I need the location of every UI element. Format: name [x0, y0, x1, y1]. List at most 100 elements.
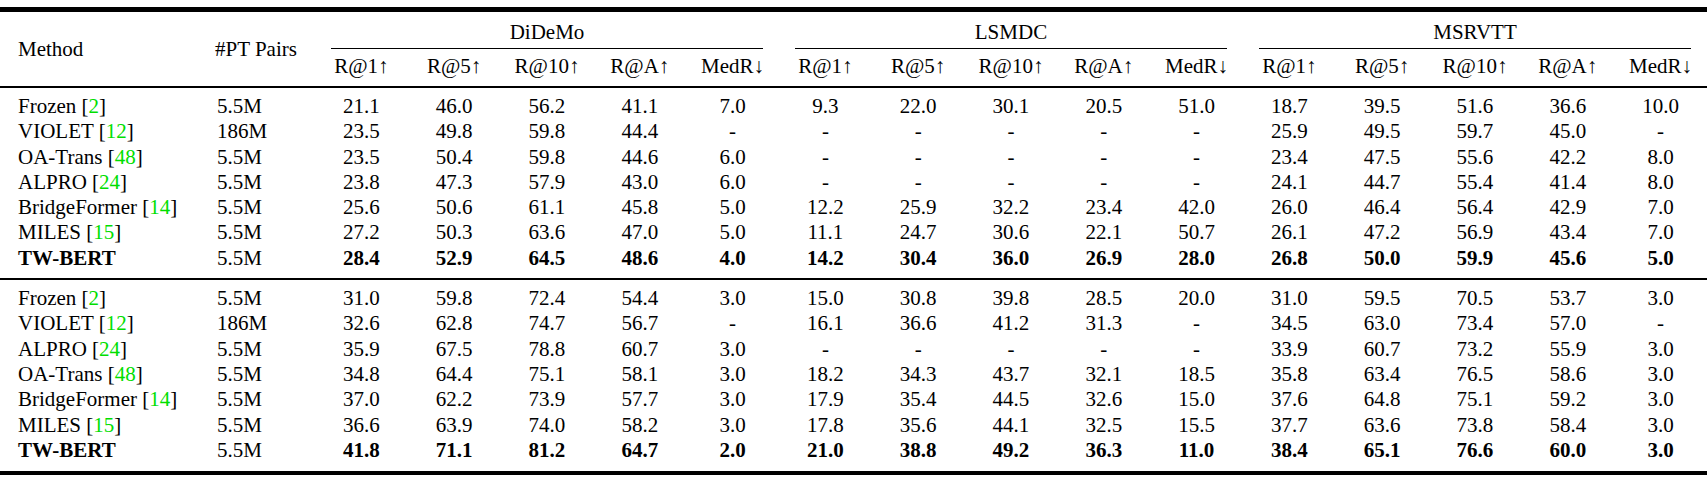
value-cell: 64.7: [593, 438, 686, 473]
value-cell: 26.0: [1243, 195, 1336, 220]
value-cell: 3.0: [1614, 413, 1707, 438]
citation-link[interactable]: [15]: [81, 413, 121, 437]
value-cell: 78.8: [501, 337, 594, 362]
group-header-lsmdc: LSMDC: [779, 10, 1243, 50]
group-header-rule: DiDeMo: [331, 20, 763, 49]
value-cell: 34.3: [872, 362, 965, 387]
citation-link[interactable]: [2]: [76, 286, 106, 310]
value-cell: 56.2: [501, 87, 594, 119]
citation-link[interactable]: [48]: [102, 145, 142, 169]
value-cell: 32.6: [315, 311, 408, 336]
value-cell: 45.8: [593, 195, 686, 220]
metric-header-medr: MedR↓: [1614, 49, 1707, 87]
value-cell: 59.8: [501, 145, 594, 170]
citation-link[interactable]: [14]: [137, 387, 177, 411]
value-cell: 31.0: [315, 279, 408, 311]
value-cell: 57.0: [1521, 311, 1614, 336]
value-cell: -: [1057, 119, 1150, 144]
value-cell: 30.1: [965, 87, 1058, 119]
value-cell: -: [965, 145, 1058, 170]
citation-number: 48: [115, 362, 136, 386]
value-cell: 21.1: [315, 87, 408, 119]
citation-number: 24: [99, 337, 120, 361]
value-cell: 60.0: [1521, 438, 1614, 473]
value-cell: 54.4: [593, 279, 686, 311]
value-cell: 25.9: [1243, 119, 1336, 144]
value-cell: 81.2: [501, 438, 594, 473]
value-cell: 59.2: [1521, 387, 1614, 412]
citation-number: 12: [106, 119, 127, 143]
value-cell: -: [1614, 119, 1707, 144]
value-cell: 53.7: [1521, 279, 1614, 311]
value-cell: 59.5: [1336, 279, 1429, 311]
group-label: LSMDC: [975, 20, 1047, 44]
value-cell: 59.9: [1429, 246, 1522, 279]
value-cell: 8.0: [1614, 145, 1707, 170]
table-block-finetuned: Frozen [2]5.5M31.059.872.454.43.015.030.…: [0, 279, 1707, 473]
value-cell: -: [872, 119, 965, 144]
value-cell: -: [1150, 337, 1243, 362]
value-cell: 73.8: [1429, 413, 1522, 438]
value-cell: 41.8: [315, 438, 408, 473]
value-cell: 62.8: [408, 311, 501, 336]
citation-link[interactable]: [24]: [87, 170, 127, 194]
pt-pairs-cell: 5.5M: [215, 170, 315, 195]
value-cell: 47.2: [1336, 220, 1429, 245]
value-cell: 7.0: [686, 87, 779, 119]
citation-link[interactable]: [15]: [81, 220, 121, 244]
value-cell: 73.2: [1429, 337, 1522, 362]
value-cell: -: [1057, 145, 1150, 170]
value-cell: 6.0: [686, 145, 779, 170]
metric-header-medr: MedR↓: [1150, 49, 1243, 87]
value-cell: 63.0: [1336, 311, 1429, 336]
value-cell: 42.9: [1521, 195, 1614, 220]
pt-pairs-cell: 5.5M: [215, 337, 315, 362]
value-cell: 74.0: [501, 413, 594, 438]
method-cell: BridgeFormer [14]: [0, 387, 215, 412]
value-cell: 58.4: [1521, 413, 1614, 438]
pt-pairs-cell: 5.5M: [215, 413, 315, 438]
table-row: Frozen [2]5.5M31.059.872.454.43.015.030.…: [0, 279, 1707, 311]
value-cell: 27.2: [315, 220, 408, 245]
value-cell: 31.0: [1243, 279, 1336, 311]
value-cell: 17.9: [779, 387, 872, 412]
value-cell: 50.3: [408, 220, 501, 245]
value-cell: 35.9: [315, 337, 408, 362]
value-cell: 56.9: [1429, 220, 1522, 245]
value-cell: 51.0: [1150, 87, 1243, 119]
value-cell: 56.7: [593, 311, 686, 336]
citation-link[interactable]: [12]: [93, 311, 133, 335]
value-cell: 31.3: [1057, 311, 1150, 336]
value-cell: 23.8: [315, 170, 408, 195]
value-cell: 44.1: [965, 413, 1058, 438]
value-cell: 23.5: [315, 119, 408, 144]
table-row: BridgeFormer [14]5.5M37.062.273.957.73.0…: [0, 387, 1707, 412]
value-cell: 38.4: [1243, 438, 1336, 473]
citation-link[interactable]: [2]: [76, 94, 106, 118]
citation-link[interactable]: [14]: [137, 195, 177, 219]
value-cell: 32.6: [1057, 387, 1150, 412]
value-cell: 49.8: [408, 119, 501, 144]
value-cell: 34.8: [315, 362, 408, 387]
value-cell: 63.6: [1336, 413, 1429, 438]
pt-pairs-cell: 5.5M: [215, 279, 315, 311]
citation-link[interactable]: [24]: [87, 337, 127, 361]
value-cell: 64.4: [408, 362, 501, 387]
method-cell: ALPRO [24]: [0, 170, 215, 195]
method-name: VIOLET: [18, 311, 93, 335]
method-name: VIOLET: [18, 119, 93, 143]
value-cell: 15.0: [1150, 387, 1243, 412]
value-cell: 41.2: [965, 311, 1058, 336]
citation-link[interactable]: [48]: [102, 362, 142, 386]
value-cell: 9.3: [779, 87, 872, 119]
value-cell: 45.6: [1521, 246, 1614, 279]
paper-results-table-wrap: Method #PT Pairs DiDeMo LSMDC MSRVTT: [0, 0, 1707, 475]
value-cell: 22.0: [872, 87, 965, 119]
column-header-pt-pairs: #PT Pairs: [215, 10, 315, 88]
value-cell: 28.0: [1150, 246, 1243, 279]
citation-link[interactable]: [12]: [93, 119, 133, 143]
value-cell: 3.0: [1614, 337, 1707, 362]
pt-pairs-cell: 5.5M: [215, 387, 315, 412]
value-cell: 36.6: [1521, 87, 1614, 119]
value-cell: 36.6: [315, 413, 408, 438]
